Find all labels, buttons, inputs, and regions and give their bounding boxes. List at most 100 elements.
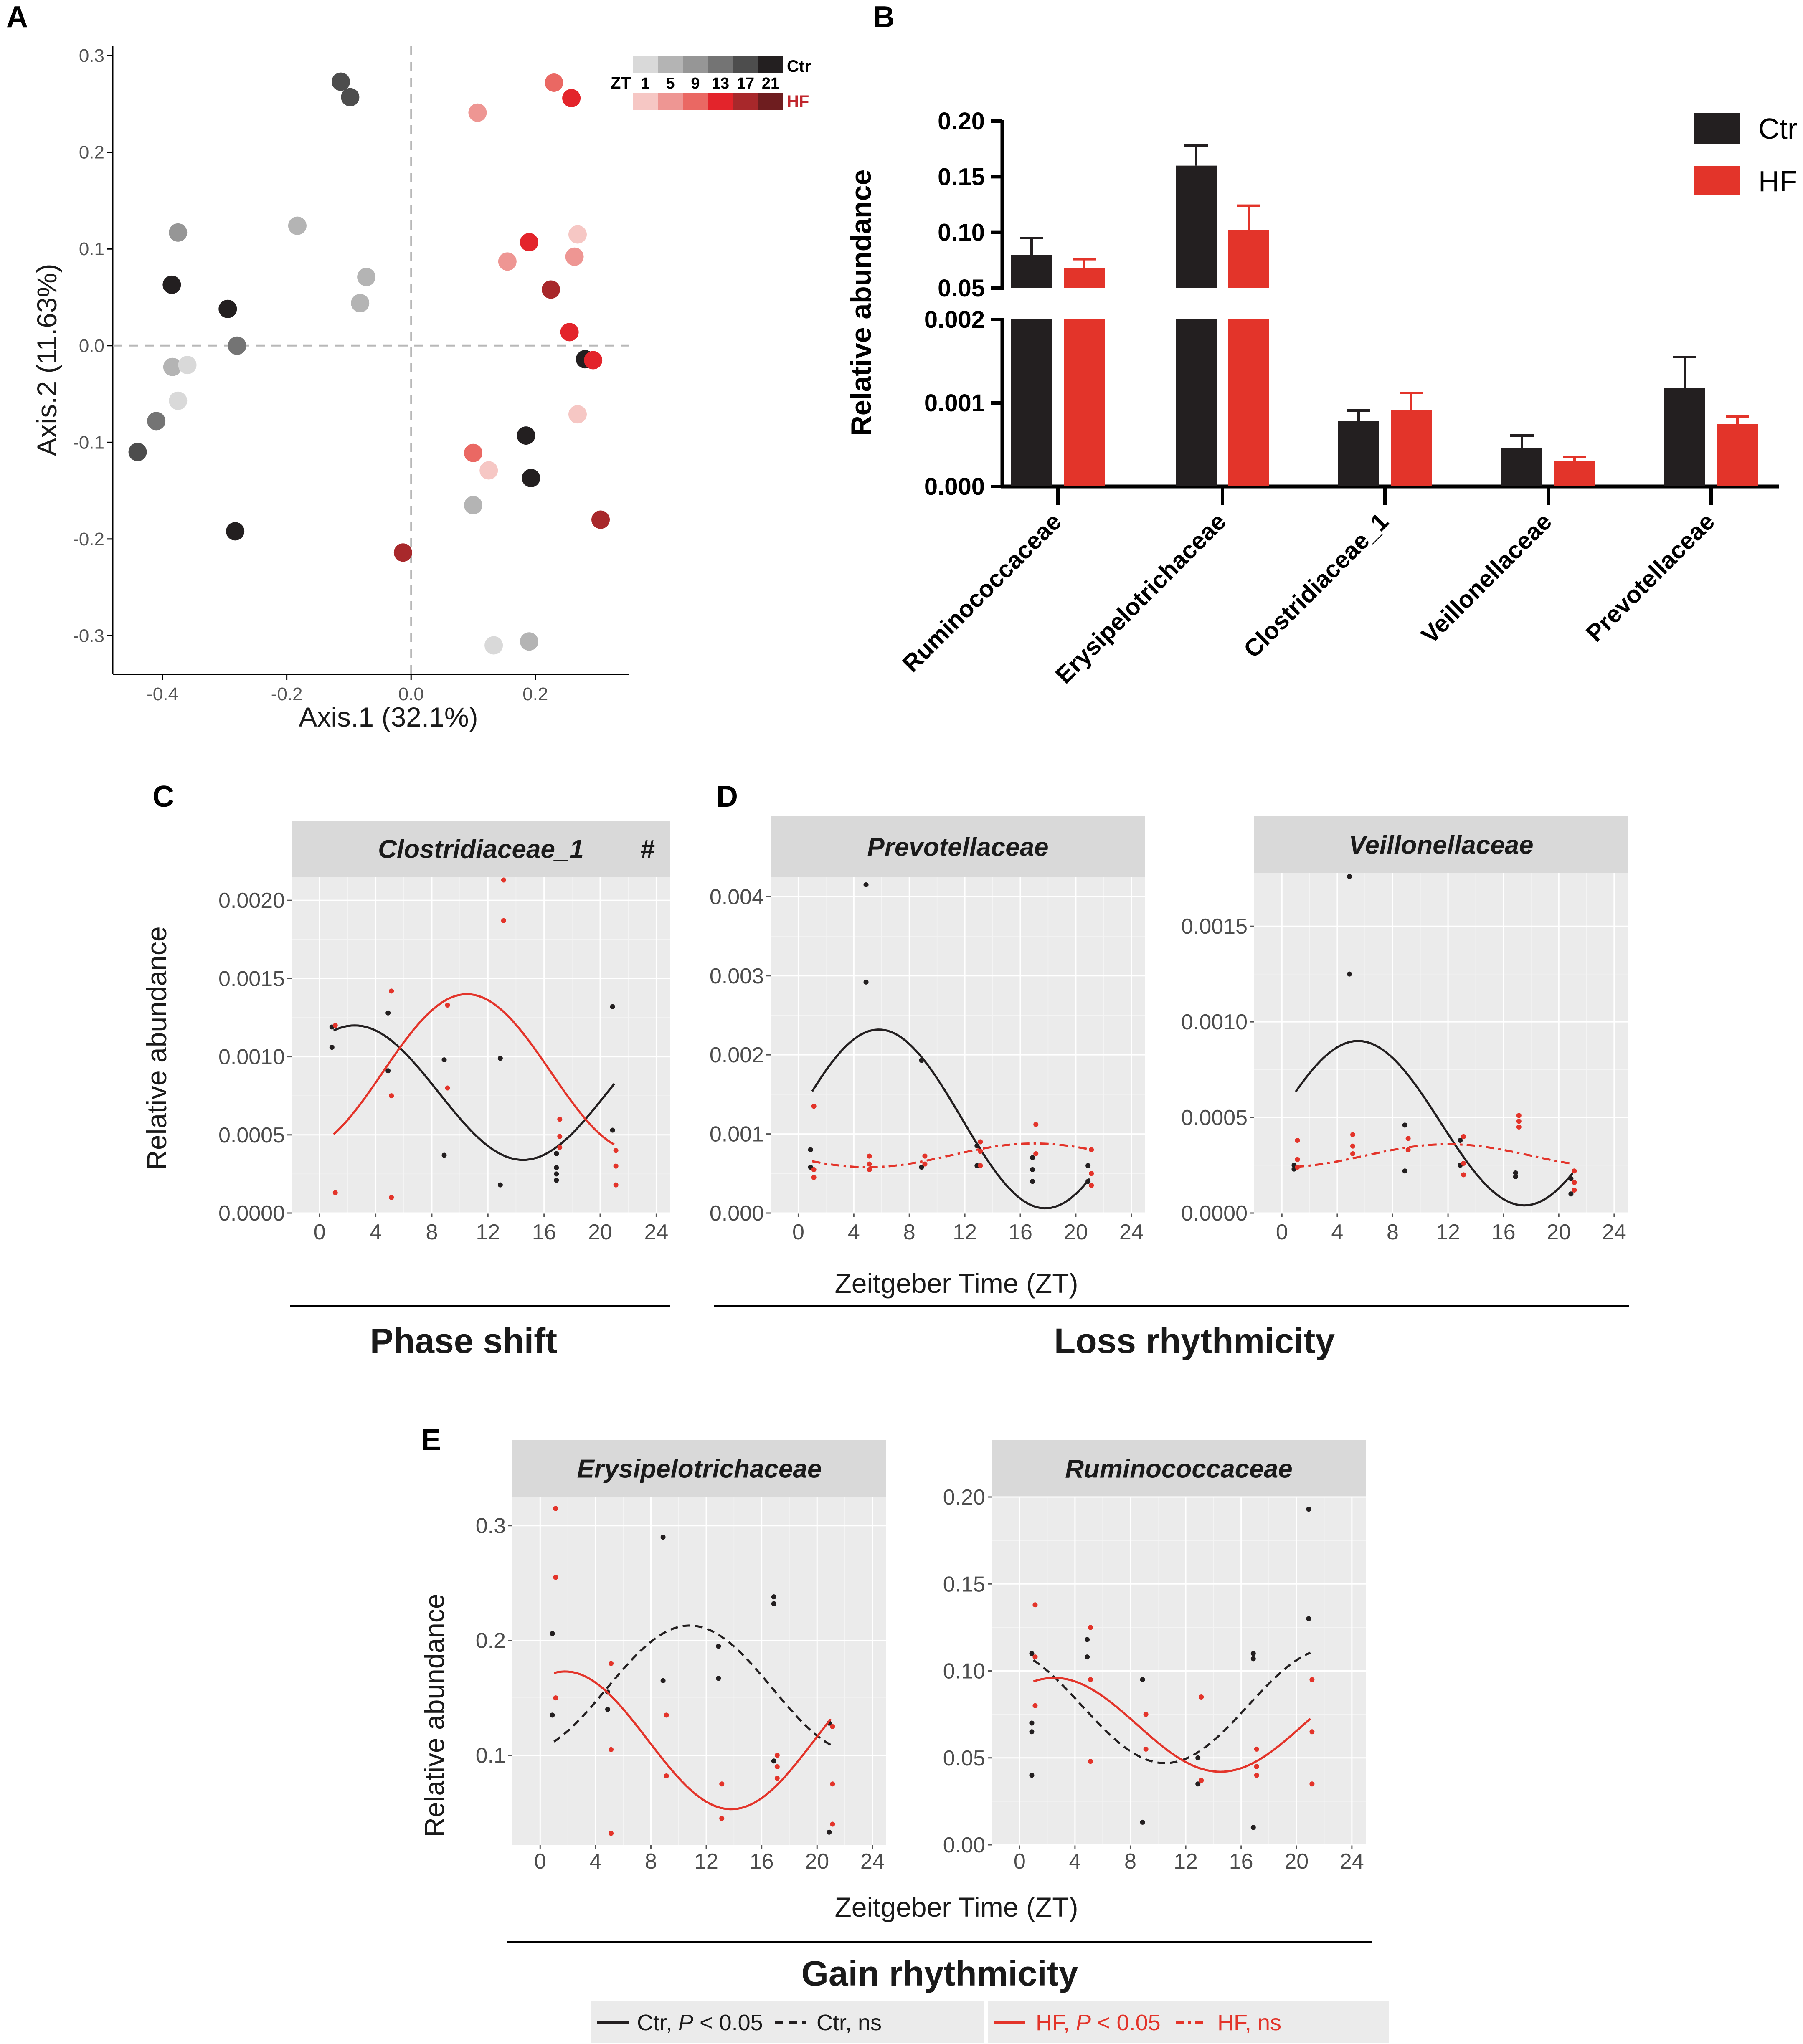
zt-legend-values: 1 5 9 13 17 21: [641, 75, 779, 92]
data-point-hf: [613, 1163, 619, 1169]
data-point-hf: [1309, 1781, 1315, 1787]
data-point-ctr: [974, 1143, 980, 1148]
bar-upper-tick-label: 0.10: [938, 219, 985, 246]
panel-b: B 0.20 0.15 0.10 0.05 0.002 0.001 0.000 Rumino…: [845, 0, 1797, 689]
facet-y-tick-label: 0.10: [943, 1659, 985, 1684]
facet-strip: [512, 1440, 886, 1497]
zt-ctr-swatch: [658, 56, 683, 73]
zt-legend-value: 9: [691, 75, 700, 92]
fit-curve-hf: [333, 993, 615, 1146]
data-point-ctr: [1250, 1825, 1256, 1830]
panel-letter-d: D: [716, 780, 738, 813]
bar-upper-tick-label: 0.05: [938, 275, 985, 302]
bar-hf: [1717, 424, 1758, 486]
data-point-ctr: [1513, 1174, 1518, 1180]
pca-point-hf: [479, 461, 498, 480]
data-point-hf: [1254, 1773, 1259, 1778]
data-point-ctr: [827, 1829, 832, 1835]
pca-y-tick-label: 0.0: [79, 336, 104, 356]
facet-y-tick-label: 0.0005: [218, 1123, 285, 1147]
zt-legend-value: 5: [666, 75, 675, 92]
data-point-hf: [1461, 1172, 1466, 1178]
facet-title: Clostridiaceae_1: [378, 835, 584, 864]
data-point-hf: [1350, 1143, 1356, 1149]
data-point-hf: [978, 1163, 983, 1168]
zt-hf-swatch: [758, 93, 783, 110]
data-point-hf: [613, 1182, 619, 1188]
data-point-ctr: [1250, 1656, 1256, 1662]
data-point-hf: [1088, 1759, 1093, 1764]
facet-x-tick-label: 24: [1602, 1220, 1626, 1244]
pca-point-ctr: [341, 88, 360, 106]
data-point-ctr: [441, 1057, 447, 1063]
loss-rhythmicity-label: Loss rhythmicity: [1054, 1321, 1335, 1360]
gain-rhythmicity-label: Gain rhythmicity: [801, 1954, 1078, 1993]
data-point-ctr: [1195, 1781, 1201, 1787]
pca-x-tick-label: -0.2: [271, 684, 303, 704]
zt-legend-value: 1: [641, 75, 649, 92]
data-point-ctr: [1568, 1176, 1574, 1181]
data-point-ctr: [610, 1127, 615, 1133]
facet-x-tick-label: 24: [860, 1849, 885, 1874]
pca-point-ctr: [228, 336, 246, 355]
data-point-ctr: [771, 1601, 776, 1606]
facet-x-tick-label: 12: [1436, 1220, 1460, 1244]
bar-legend-ctr-swatch: [1694, 113, 1740, 144]
fit-curve-ctr: [1295, 1040, 1574, 1207]
data-point-hf: [1295, 1165, 1300, 1170]
pca-x-tick-label: -0.4: [147, 684, 178, 704]
data-point-hf: [1295, 1138, 1300, 1143]
panel-e2: Ruminococcaceae 0 4 8 12 16 20 24 0.00 0.05 0.10 0.…: [943, 1440, 1366, 1874]
panel-c-y-axis-title: Relative abundance: [141, 926, 172, 1170]
bar-ctr: [1338, 421, 1379, 486]
data-point-hf: [867, 1153, 872, 1159]
data-point-hf: [1516, 1119, 1522, 1124]
legend-hf-ns: HF, ns: [1217, 2010, 1281, 2035]
facet-x-tick-label: 24: [1340, 1849, 1364, 1874]
pca-point-ctr: [520, 632, 538, 651]
data-point-hf: [1089, 1147, 1094, 1152]
data-point-ctr: [1250, 1651, 1256, 1656]
data-point-hf: [1405, 1147, 1411, 1152]
facet-significance-badge: #: [640, 835, 655, 864]
data-point-ctr: [550, 1712, 555, 1718]
data-point-hf: [553, 1506, 558, 1511]
facet-x-tick-label: 8: [1387, 1220, 1399, 1244]
rhythm-panels: Clostridiaceae_1 #0 4 8 12 16 20 240.00000.0005…: [218, 816, 1628, 1874]
data-point-hf: [1088, 1625, 1093, 1630]
zt-hf-swatch: [683, 93, 708, 110]
data-point-hf: [332, 1023, 338, 1028]
pca-point-hf: [560, 323, 579, 342]
data-point-ctr: [716, 1644, 721, 1649]
facet-y-tick-label: 0.00: [943, 1833, 985, 1857]
pca-y-tick-label: 0.3: [79, 46, 104, 66]
pca-point-ctr: [351, 294, 370, 312]
data-point-hf: [811, 1104, 817, 1109]
pca-point-hf: [562, 89, 581, 108]
bar-lower-tick-label: 0.001: [924, 390, 985, 417]
data-point-ctr: [1306, 1616, 1311, 1621]
data-point-hf: [389, 1093, 394, 1099]
facet-x-tick-label: 16: [1008, 1220, 1032, 1244]
data-point-ctr: [1029, 1729, 1035, 1735]
data-point-hf: [389, 988, 394, 994]
data-point-hf: [922, 1153, 928, 1159]
pca-x-axis-title: Axis.1 (32.1%): [299, 702, 478, 732]
zt-legend-hf-label: HF: [787, 92, 809, 111]
facet-x-tick-label: 8: [426, 1220, 438, 1244]
facet-y-tick-label: 0.004: [710, 885, 764, 909]
pca-points: [128, 72, 610, 655]
bar-category-label: Ruminococcaceae: [897, 508, 1067, 677]
facet-x-tick-label: 8: [1124, 1849, 1136, 1874]
bar-ctr: [1501, 448, 1542, 486]
data-point-hf: [867, 1161, 872, 1167]
data-point-hf: [445, 1085, 450, 1091]
data-point-ctr: [441, 1152, 447, 1158]
pca-point-ctr: [357, 268, 376, 286]
data-point-hf: [445, 1003, 450, 1008]
data-point-hf: [1254, 1746, 1259, 1752]
facet-y-tick-label: 0.0010: [1181, 1010, 1248, 1034]
data-point-hf: [1032, 1602, 1038, 1608]
bar-legend-hf-swatch: [1694, 166, 1740, 195]
data-point-ctr: [550, 1631, 555, 1636]
